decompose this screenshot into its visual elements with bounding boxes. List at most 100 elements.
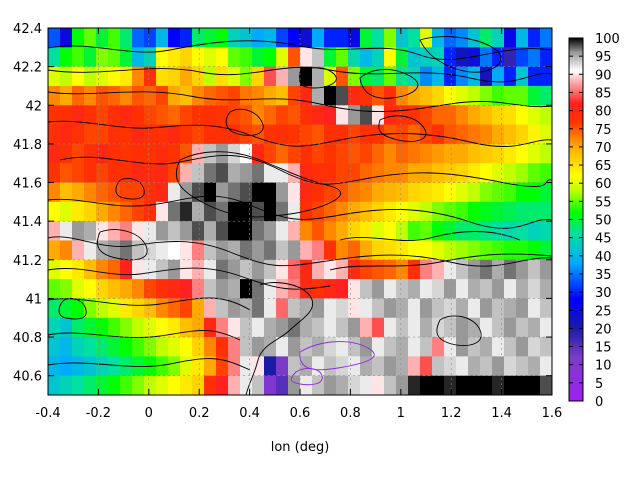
heatmap-cell <box>336 298 349 319</box>
heatmap-cell <box>504 143 517 164</box>
heatmap-cell <box>156 85 169 106</box>
heatmap-cell <box>432 85 445 106</box>
heatmap-cell <box>144 279 157 300</box>
heatmap-cell <box>324 28 337 48</box>
heatmap-cell <box>324 317 337 338</box>
heatmap-cell <box>96 337 109 357</box>
heatmap-cell <box>252 85 265 106</box>
heatmap-cell <box>168 337 181 357</box>
heatmap-cell <box>456 163 469 184</box>
heatmap-cell <box>288 317 301 338</box>
heatmap-cell <box>156 221 169 242</box>
heatmap-cell <box>72 124 85 145</box>
heatmap-cell <box>72 240 85 261</box>
heatmap-cell <box>492 28 505 48</box>
heatmap-cell <box>480 124 493 145</box>
x-tick-label: -0.4 <box>35 406 60 421</box>
heatmap-cell <box>348 240 361 261</box>
heatmap-cell <box>48 356 61 377</box>
heatmap-cell <box>192 201 205 222</box>
heatmap-cell <box>276 375 289 395</box>
heatmap-cell <box>120 240 133 261</box>
heatmap-cell <box>300 143 313 164</box>
heatmap-cell <box>216 163 229 184</box>
heatmap-cell <box>132 221 145 242</box>
heatmap-cell <box>480 298 493 319</box>
contour-line <box>298 67 337 89</box>
heatmap-cell <box>420 337 433 357</box>
heatmap-cell <box>108 182 121 203</box>
heatmap-cell <box>48 240 61 261</box>
heatmap-cell <box>540 66 552 87</box>
heatmap-cell <box>456 221 469 242</box>
heatmap-cell <box>288 337 301 357</box>
heatmap-cell <box>456 201 469 222</box>
heatmap-cell <box>264 124 277 145</box>
heatmap-cell <box>48 298 61 319</box>
heatmap-cell <box>60 337 73 357</box>
heatmap-cell <box>216 85 229 106</box>
heatmap-cell <box>300 337 313 357</box>
heatmap-cell <box>228 47 241 68</box>
heatmap-cell <box>516 143 529 164</box>
heatmap-cell <box>444 163 457 184</box>
heatmap-cell <box>180 317 193 338</box>
heatmap-cell <box>468 28 481 48</box>
plot-area: -0.4 -0.2 0 0.2 0.4 0.6 0.8 1 1.2 1.4 1.6 40.6 40.8… <box>13 22 562 455</box>
heatmap-cell <box>516 182 529 203</box>
heatmap-cell <box>528 240 541 261</box>
heatmap-cell <box>360 375 373 395</box>
heatmap-cell <box>408 105 421 126</box>
heatmap-cell <box>360 240 373 261</box>
heatmap-cell <box>240 182 253 203</box>
heatmap-cell <box>432 240 445 261</box>
heatmap-cell <box>492 221 505 242</box>
heatmap-cell <box>48 105 61 126</box>
colorbar-tick-label: 25 <box>595 304 612 319</box>
heatmap-cell <box>180 163 193 184</box>
heatmap-cell <box>312 356 325 377</box>
heatmap-cell <box>396 201 409 222</box>
heatmap-cell <box>444 356 457 377</box>
heatmap-cell <box>60 47 73 68</box>
heatmap-cell <box>132 124 145 145</box>
heatmap-cell <box>336 28 349 48</box>
heatmap-cell <box>480 337 493 357</box>
heatmap-cell <box>240 356 253 377</box>
heatmap-cell <box>384 375 397 395</box>
heatmap-cell <box>408 124 421 145</box>
colorbar-tick-label: 45 <box>595 232 612 247</box>
heatmap-cell <box>540 317 552 338</box>
contour-lines <box>48 36 552 395</box>
heatmap-cell <box>432 337 445 357</box>
heatmap-cell <box>312 143 325 164</box>
heatmap-cell <box>312 375 325 395</box>
heatmap-cell <box>456 143 469 164</box>
heatmap-cell <box>84 85 97 106</box>
x-tick-label: 1.4 <box>491 406 512 421</box>
heatmap-cell <box>444 66 457 87</box>
heatmap-cell <box>216 124 229 145</box>
heatmap-cell <box>48 279 61 300</box>
heatmap-cell <box>108 375 121 395</box>
heatmap-cell <box>72 298 85 319</box>
heatmap-cell <box>312 105 325 126</box>
heatmap-cell <box>84 259 97 280</box>
heatmap-cell <box>60 28 73 48</box>
heatmap-cell <box>468 317 481 338</box>
heatmap-cell <box>372 182 385 203</box>
heatmap-cell <box>204 240 217 261</box>
heatmap-cell <box>312 66 325 87</box>
heatmap-cell <box>516 375 529 395</box>
heatmap-cell <box>180 124 193 145</box>
heatmap-cell <box>60 182 73 203</box>
heatmap-cell <box>96 66 109 87</box>
heatmap-cell <box>216 221 229 242</box>
heatmap-cell <box>240 105 253 126</box>
colorbar-tick-label: 20 <box>595 322 612 337</box>
heatmap-cell <box>384 317 397 338</box>
heatmap-cell <box>228 240 241 261</box>
heatmap-cell <box>120 279 133 300</box>
heatmap-cell <box>360 66 373 87</box>
heatmap-cell <box>456 182 469 203</box>
